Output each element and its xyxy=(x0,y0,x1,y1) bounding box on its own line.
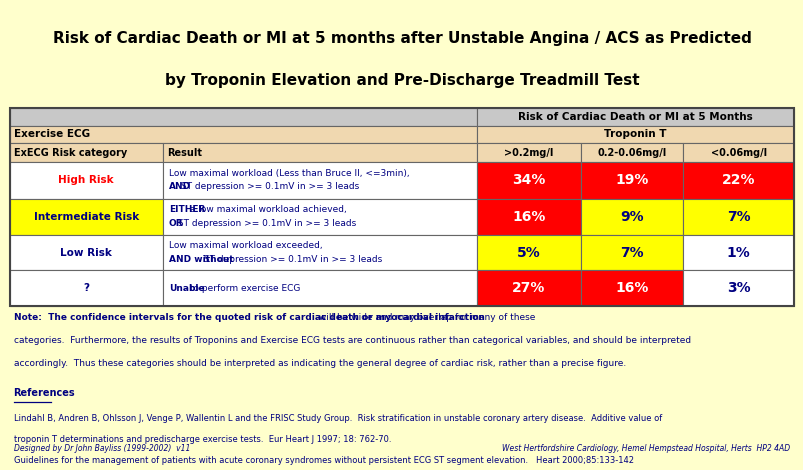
Text: Note:  The confidence intervals for the quoted risk of cardiac death or myocardi: Note: The confidence intervals for the q… xyxy=(14,313,484,321)
Bar xyxy=(476,108,793,125)
Text: Risk of Cardiac Death or MI at 5 Months: Risk of Cardiac Death or MI at 5 Months xyxy=(517,112,752,122)
Text: EITHER: EITHER xyxy=(169,205,205,214)
Text: accordingly.  Thus these categories should be interpreted as indicating the gene: accordingly. Thus these categories shoul… xyxy=(14,360,625,368)
Text: <0.06mg/l: <0.06mg/l xyxy=(710,148,766,158)
Text: AND: AND xyxy=(169,182,191,191)
Text: Low maximal workload exceeded,: Low maximal workload exceeded, xyxy=(169,241,322,250)
Text: 34%: 34% xyxy=(512,173,544,188)
Bar xyxy=(10,108,476,125)
Bar xyxy=(10,271,162,306)
Text: ExECG Risk category: ExECG Risk category xyxy=(14,148,128,158)
Text: High Risk: High Risk xyxy=(59,175,114,185)
Text: Intermediate Risk: Intermediate Risk xyxy=(34,212,139,222)
Bar xyxy=(581,235,682,271)
Text: 19%: 19% xyxy=(614,173,648,188)
Text: 7%: 7% xyxy=(726,210,749,224)
Text: 16%: 16% xyxy=(512,210,544,224)
Bar xyxy=(476,271,581,306)
Text: 1%: 1% xyxy=(726,246,749,260)
Bar xyxy=(162,235,476,271)
Bar xyxy=(162,271,476,306)
Text: 9%: 9% xyxy=(619,210,643,224)
Text: Low maximal workload (Less than Bruce II, <=3min),: Low maximal workload (Less than Bruce II… xyxy=(169,169,409,178)
Text: Result: Result xyxy=(167,148,202,158)
Text: Guidelines for the management of patients with acute coronary syndromes without : Guidelines for the management of patient… xyxy=(14,456,633,465)
Text: AND without: AND without xyxy=(169,255,234,264)
Bar xyxy=(581,271,682,306)
Bar xyxy=(476,143,581,162)
Text: 16%: 16% xyxy=(614,281,648,295)
Bar xyxy=(476,162,581,199)
Bar xyxy=(581,143,682,162)
Bar xyxy=(682,199,793,235)
Text: will be wide and may overlap for many of these: will be wide and may overlap for many of… xyxy=(316,313,535,321)
Text: 0.2-0.06mg/l: 0.2-0.06mg/l xyxy=(597,148,666,158)
Bar xyxy=(581,199,682,235)
Bar xyxy=(10,162,162,199)
Text: References: References xyxy=(14,388,75,398)
Text: Troponin T: Troponin T xyxy=(603,129,666,140)
Text: 3%: 3% xyxy=(726,281,749,295)
Text: Exercise ECG: Exercise ECG xyxy=(14,129,91,140)
Text: ST depression >= 0.1mV in >= 3 leads: ST depression >= 0.1mV in >= 3 leads xyxy=(201,255,382,264)
Text: Unable: Unable xyxy=(169,284,204,293)
Text: ST depression >= 0.1mV in >= 3 leads: ST depression >= 0.1mV in >= 3 leads xyxy=(174,219,356,228)
Bar xyxy=(162,162,476,199)
Text: a low maximal workload achieved,: a low maximal workload achieved, xyxy=(186,205,346,214)
Text: Designed by Dr John Bayliss (1999-2002)  v11: Designed by Dr John Bayliss (1999-2002) … xyxy=(14,444,190,453)
Text: 27%: 27% xyxy=(512,281,544,295)
Text: Risk of Cardiac Death or MI at 5 months after Unstable Angina / ACS as Predicted: Risk of Cardiac Death or MI at 5 months … xyxy=(52,31,751,46)
Text: by Troponin Elevation and Pre-Discharge Treadmill Test: by Troponin Elevation and Pre-Discharge … xyxy=(165,73,638,88)
Text: >0.2mg/l: >0.2mg/l xyxy=(503,148,552,158)
Bar xyxy=(162,199,476,235)
Bar xyxy=(682,271,793,306)
Bar xyxy=(10,143,162,162)
Bar xyxy=(476,125,793,143)
Bar xyxy=(682,162,793,199)
Text: OR: OR xyxy=(169,219,183,228)
Bar xyxy=(682,143,793,162)
Bar xyxy=(682,235,793,271)
Bar xyxy=(581,162,682,199)
Text: ?: ? xyxy=(83,283,89,293)
Text: Lindahl B, Andren B, Ohlsson J, Venge P, Wallentin L and the FRISC Study Group. : Lindahl B, Andren B, Ohlsson J, Venge P,… xyxy=(14,414,661,423)
Text: 7%: 7% xyxy=(619,246,643,260)
Text: West Hertfordshire Cardiology, Hemel Hempstead Hospital, Herts  HP2 4AD: West Hertfordshire Cardiology, Hemel Hem… xyxy=(502,444,789,453)
Bar xyxy=(10,235,162,271)
Text: troponin T determinations and predischarge exercise tests.  Eur Heart J 1997; 18: troponin T determinations and predischar… xyxy=(14,435,390,444)
Bar xyxy=(162,143,476,162)
Bar xyxy=(10,199,162,235)
Bar xyxy=(10,125,476,143)
Bar xyxy=(476,235,581,271)
Text: 5%: 5% xyxy=(516,246,540,260)
Text: categories.  Furthermore, the results of Troponins and Exercise ECG tests are co: categories. Furthermore, the results of … xyxy=(14,336,690,345)
Bar xyxy=(476,199,581,235)
Text: 22%: 22% xyxy=(721,173,755,188)
Text: ST depression >= 0.1mV in >= 3 leads: ST depression >= 0.1mV in >= 3 leads xyxy=(177,182,359,191)
Text: Low Risk: Low Risk xyxy=(60,248,112,258)
Text: to perform exercise ECG: to perform exercise ECG xyxy=(186,284,300,293)
